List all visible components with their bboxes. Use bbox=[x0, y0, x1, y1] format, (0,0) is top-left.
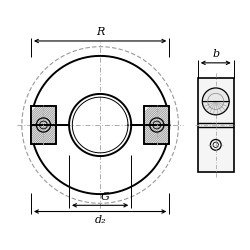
Text: b: b bbox=[212, 49, 219, 59]
Polygon shape bbox=[31, 106, 56, 144]
Circle shape bbox=[202, 88, 229, 115]
Text: R: R bbox=[96, 27, 104, 37]
Polygon shape bbox=[144, 106, 169, 144]
Polygon shape bbox=[198, 78, 234, 172]
Text: d₂: d₂ bbox=[94, 215, 106, 225]
Text: G: G bbox=[101, 192, 110, 202]
